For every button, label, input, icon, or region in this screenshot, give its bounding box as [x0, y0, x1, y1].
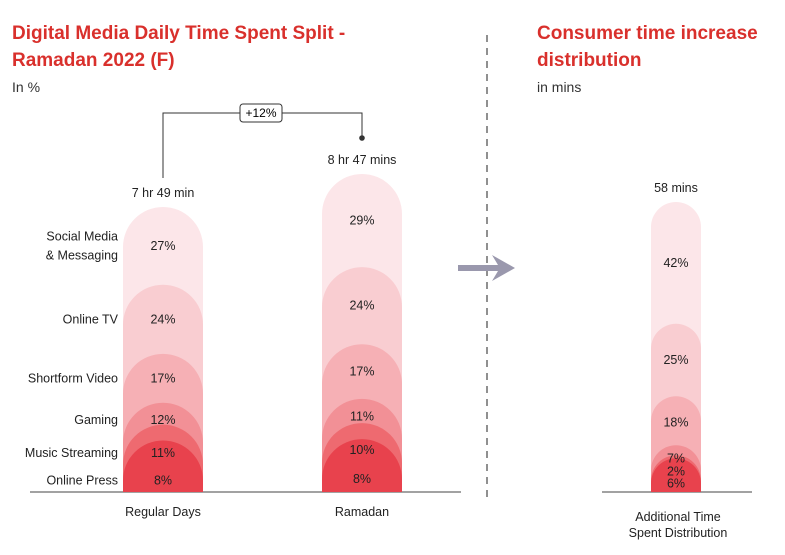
- bar-value-label: 24%: [349, 299, 374, 313]
- category-label-online-press: Online Press: [46, 473, 118, 487]
- bar-value-label: 42%: [663, 256, 688, 270]
- bar-value-label: 27%: [150, 239, 175, 253]
- bar-regular-days: [123, 207, 203, 492]
- category-label-social-media-messaging: & Messaging: [46, 248, 118, 262]
- bar-value-label: 8%: [353, 472, 371, 486]
- category-label-gaming: Gaming: [74, 413, 118, 427]
- bar-total-label: 7 hr 49 min: [132, 186, 195, 200]
- left-chart-subtitle: In %: [12, 79, 41, 95]
- increase-bracket: +12%: [162, 103, 365, 178]
- category-label-shortform-video: Shortform Video: [28, 371, 118, 385]
- left-chart-title: Digital Media Daily Time Spent Split - R…: [12, 23, 346, 71]
- x-axis-label-additional-time: Additional Time: [635, 510, 721, 524]
- bar-value-label: 25%: [663, 353, 688, 367]
- bar-value-label: 24%: [150, 312, 175, 326]
- bar-value-label: 10%: [349, 443, 374, 457]
- bar-total-label: 58 mins: [654, 181, 698, 195]
- bar-segment: [123, 440, 203, 492]
- x-axis-label-additional-time: Spent Distribution: [629, 526, 728, 540]
- bar-value-label: 17%: [150, 371, 175, 385]
- bar-value-label: 8%: [154, 473, 172, 487]
- bar-value-label: 11%: [151, 446, 175, 460]
- bar-segment: [322, 439, 402, 492]
- category-label-music-streaming: Music Streaming: [25, 446, 118, 460]
- bar-segment: [651, 458, 701, 492]
- right-arrow-icon: [458, 255, 515, 281]
- bar-value-label: 7%: [667, 452, 685, 466]
- bar-value-label: 12%: [150, 413, 175, 427]
- bar-value-label: 6%: [667, 476, 685, 490]
- bar-value-label: 11%: [350, 410, 374, 424]
- right-chart-title: Consumer time increase distribution: [537, 23, 758, 71]
- right-chart-subtitle: in mins: [537, 79, 582, 95]
- bar-total-label: 8 hr 47 mins: [328, 153, 397, 167]
- bracket-end-dot: [359, 135, 365, 141]
- bar-value-label: 29%: [349, 214, 374, 228]
- x-axis-label-ramadan: Ramadan: [335, 505, 389, 519]
- bar-value-label: 17%: [349, 365, 374, 379]
- increase-badge: [239, 103, 283, 123]
- increase-label: +12%: [245, 106, 276, 120]
- category-label-online-tv: Online TV: [63, 312, 119, 326]
- bar-value-label: 18%: [663, 415, 688, 429]
- bar-ramadan: [322, 174, 402, 492]
- bar-value-label: 2%: [667, 465, 685, 479]
- x-axis-label-regular-days: Regular Days: [125, 505, 201, 519]
- bar-additional-time-spent-distribution: [651, 202, 701, 492]
- category-label-social-media-messaging: Social Media: [46, 229, 118, 243]
